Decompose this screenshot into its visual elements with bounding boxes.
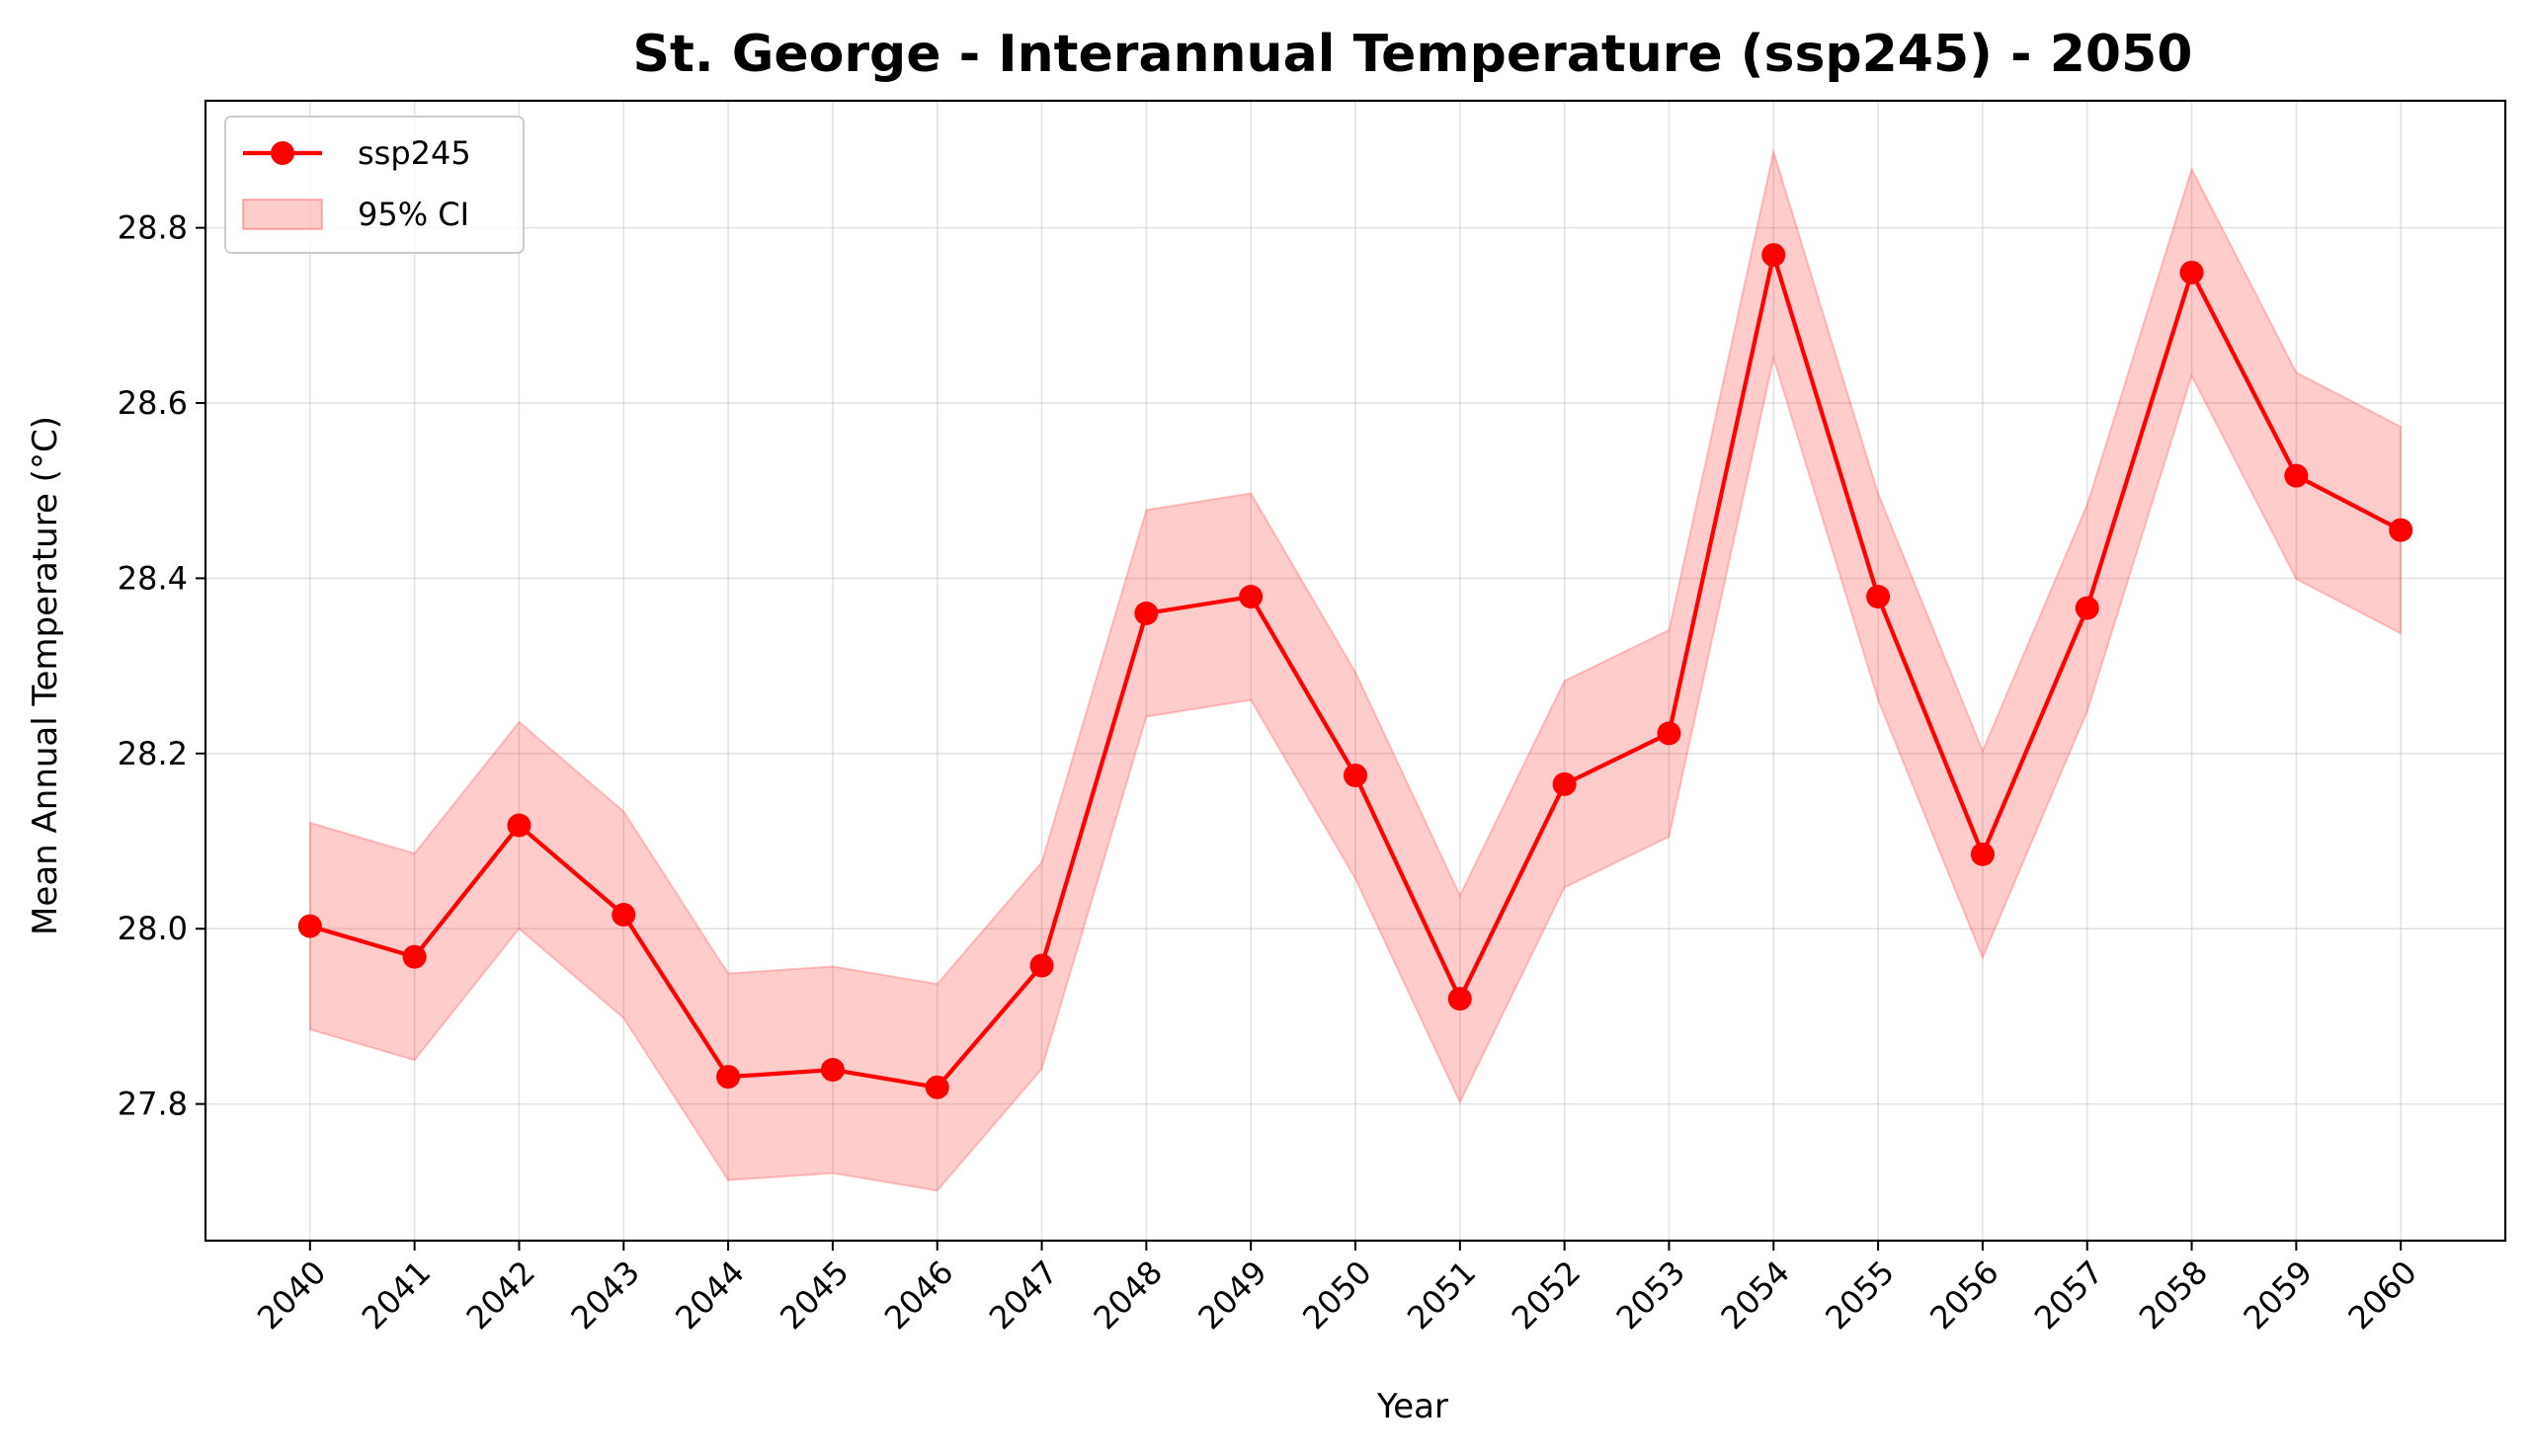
data-point — [297, 914, 322, 938]
confidence-band — [308, 147, 2403, 1192]
data-point — [2389, 518, 2413, 542]
legend-box — [224, 116, 525, 254]
data-point — [402, 944, 427, 969]
y-tick-label: 28.8 — [118, 209, 188, 247]
grid-layer — [205, 101, 2505, 1241]
y-tick-label: 27.8 — [118, 1086, 188, 1123]
data-point — [716, 1065, 741, 1090]
data-point — [507, 813, 531, 838]
legend-label: 95% CI — [358, 196, 469, 233]
data-point — [1761, 243, 1786, 268]
legend: ssp245 95% CI — [224, 116, 525, 254]
data-point — [1344, 763, 1367, 787]
legend-label: ssp245 — [358, 134, 471, 172]
data-point — [1134, 601, 1159, 625]
y-tick-label: 28.2 — [118, 735, 188, 772]
y-tick-label: 28.4 — [118, 559, 188, 597]
data-point — [1552, 771, 1577, 796]
confidence-band-layer — [308, 147, 2403, 1192]
y-axis-label: Mean Annual Temperature (°C) — [26, 416, 65, 935]
legend-patch-swatch — [242, 199, 323, 230]
data-point — [1866, 585, 1891, 609]
data-point — [1447, 987, 1472, 1011]
data-point — [612, 903, 636, 928]
y-tick-label: 28.6 — [118, 384, 188, 422]
data-point — [820, 1058, 845, 1083]
data-point — [2075, 596, 2099, 620]
y-tick-label: 28.0 — [118, 910, 188, 947]
chart-title: St. George - Interannual Temperature (ss… — [633, 25, 2193, 84]
data-point — [1970, 842, 1995, 866]
data-point — [2179, 260, 2204, 284]
x-axis-label: Year — [1376, 1387, 1448, 1426]
data-point — [2284, 463, 2309, 488]
legend-marker-swatch — [271, 141, 294, 165]
data-point-layer — [297, 243, 2413, 1099]
data-point — [1029, 953, 1054, 978]
data-point — [925, 1075, 949, 1099]
data-point — [1657, 721, 1681, 746]
data-point — [1239, 585, 1264, 609]
